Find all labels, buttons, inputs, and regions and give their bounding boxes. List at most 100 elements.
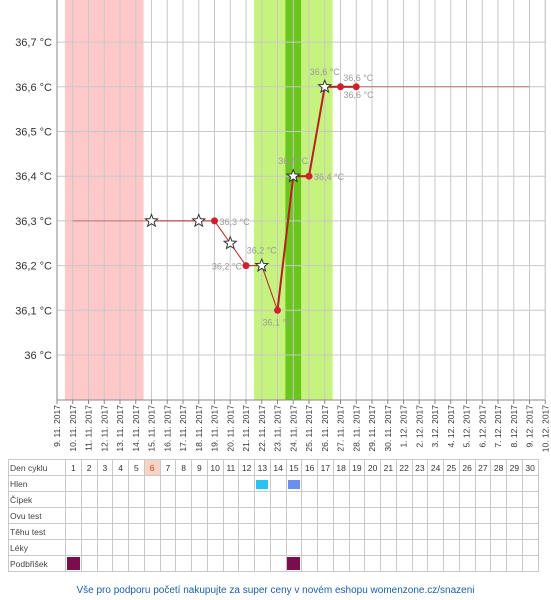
table-cell[interactable] bbox=[411, 507, 429, 524]
table-cell[interactable] bbox=[411, 475, 429, 492]
table-cell[interactable] bbox=[395, 491, 413, 508]
table-cell[interactable] bbox=[443, 491, 460, 508]
table-cell[interactable] bbox=[128, 555, 145, 572]
table-cell[interactable] bbox=[458, 491, 476, 508]
table-cell[interactable] bbox=[65, 491, 82, 508]
table-cell[interactable] bbox=[490, 475, 507, 492]
table-cell[interactable] bbox=[80, 555, 98, 572]
table-cell[interactable] bbox=[332, 539, 350, 556]
table-cell[interactable] bbox=[332, 491, 350, 508]
table-cell[interactable] bbox=[191, 491, 208, 508]
table-cell[interactable] bbox=[206, 523, 224, 540]
table-cell[interactable] bbox=[222, 555, 240, 572]
table-cell[interactable] bbox=[143, 555, 161, 572]
eshop-promo-link[interactable]: Vše pro podporu početí nakupujte za supe… bbox=[76, 585, 475, 596]
table-cell[interactable] bbox=[490, 507, 507, 524]
table-cell[interactable] bbox=[128, 523, 145, 540]
table-cell[interactable] bbox=[112, 475, 129, 492]
table-cell[interactable] bbox=[143, 523, 161, 540]
table-cell[interactable] bbox=[348, 539, 366, 556]
table-cell[interactable] bbox=[474, 539, 492, 556]
table-cell[interactable] bbox=[443, 523, 460, 540]
table-cell[interactable] bbox=[269, 507, 287, 524]
table-cell[interactable] bbox=[222, 539, 240, 556]
table-cell[interactable] bbox=[443, 507, 460, 524]
table-cell[interactable] bbox=[96, 475, 114, 492]
table-cell[interactable] bbox=[427, 475, 444, 492]
table-cell[interactable] bbox=[458, 507, 476, 524]
table-cell[interactable] bbox=[112, 539, 129, 556]
table-cell[interactable] bbox=[317, 523, 334, 540]
table-cell[interactable] bbox=[301, 555, 318, 572]
table-cell[interactable] bbox=[80, 491, 98, 508]
table-cell[interactable] bbox=[427, 523, 444, 540]
table-cell[interactable] bbox=[96, 507, 114, 524]
table-cell[interactable] bbox=[521, 539, 539, 556]
table-cell[interactable] bbox=[395, 523, 413, 540]
table-cell[interactable] bbox=[65, 555, 82, 572]
table-cell[interactable] bbox=[364, 507, 381, 524]
table-cell[interactable] bbox=[427, 539, 444, 556]
table-cell[interactable] bbox=[254, 475, 271, 492]
table-cell[interactable] bbox=[474, 507, 492, 524]
table-cell[interactable] bbox=[175, 507, 192, 524]
table-cell[interactable] bbox=[191, 475, 208, 492]
table-cell[interactable] bbox=[159, 539, 177, 556]
table-cell[interactable] bbox=[143, 491, 161, 508]
table-cell[interactable] bbox=[80, 523, 98, 540]
table-cell[interactable] bbox=[348, 507, 366, 524]
table-cell[interactable] bbox=[269, 523, 287, 540]
table-cell[interactable] bbox=[238, 507, 255, 524]
table-cell[interactable] bbox=[506, 523, 523, 540]
table-cell[interactable] bbox=[222, 507, 240, 524]
table-cell[interactable] bbox=[332, 555, 350, 572]
table-cell[interactable] bbox=[128, 475, 145, 492]
table-cell[interactable] bbox=[143, 475, 161, 492]
table-cell[interactable] bbox=[411, 523, 429, 540]
table-cell[interactable] bbox=[443, 555, 460, 572]
table-cell[interactable] bbox=[427, 555, 444, 572]
table-cell[interactable] bbox=[380, 555, 397, 572]
table-cell[interactable] bbox=[206, 475, 224, 492]
table-cell[interactable] bbox=[458, 523, 476, 540]
table-cell[interactable] bbox=[411, 491, 429, 508]
table-cell[interactable] bbox=[317, 539, 334, 556]
table-cell[interactable] bbox=[159, 475, 177, 492]
table-cell[interactable] bbox=[427, 507, 444, 524]
table-cell[interactable] bbox=[521, 507, 539, 524]
table-cell[interactable] bbox=[159, 523, 177, 540]
table-cell[interactable] bbox=[238, 491, 255, 508]
table-cell[interactable] bbox=[254, 523, 271, 540]
table-cell[interactable] bbox=[191, 539, 208, 556]
table-cell[interactable] bbox=[395, 555, 413, 572]
table-cell[interactable] bbox=[285, 539, 303, 556]
table-cell[interactable] bbox=[159, 491, 177, 508]
table-cell[interactable] bbox=[269, 555, 287, 572]
table-cell[interactable] bbox=[65, 507, 82, 524]
table-cell[interactable] bbox=[222, 491, 240, 508]
table-cell[interactable] bbox=[395, 539, 413, 556]
table-cell[interactable] bbox=[206, 507, 224, 524]
table-cell[interactable] bbox=[490, 491, 507, 508]
table-cell[interactable] bbox=[317, 491, 334, 508]
table-cell[interactable] bbox=[269, 491, 287, 508]
table-cell[interactable] bbox=[332, 475, 350, 492]
table-cell[interactable] bbox=[506, 539, 523, 556]
table-cell[interactable] bbox=[159, 507, 177, 524]
table-cell[interactable] bbox=[506, 491, 523, 508]
table-cell[interactable] bbox=[490, 523, 507, 540]
table-cell[interactable] bbox=[348, 491, 366, 508]
table-cell[interactable] bbox=[80, 507, 98, 524]
table-cell[interactable] bbox=[474, 475, 492, 492]
table-cell[interactable] bbox=[458, 475, 476, 492]
table-cell[interactable] bbox=[159, 555, 177, 572]
table-cell[interactable] bbox=[65, 539, 82, 556]
table-cell[interactable] bbox=[238, 555, 255, 572]
table-cell[interactable] bbox=[411, 555, 429, 572]
table-cell[interactable] bbox=[206, 539, 224, 556]
table-cell[interactable] bbox=[332, 523, 350, 540]
table-cell[interactable] bbox=[506, 507, 523, 524]
table-cell[interactable] bbox=[521, 491, 539, 508]
table-cell[interactable] bbox=[317, 555, 334, 572]
table-cell[interactable] bbox=[301, 507, 318, 524]
